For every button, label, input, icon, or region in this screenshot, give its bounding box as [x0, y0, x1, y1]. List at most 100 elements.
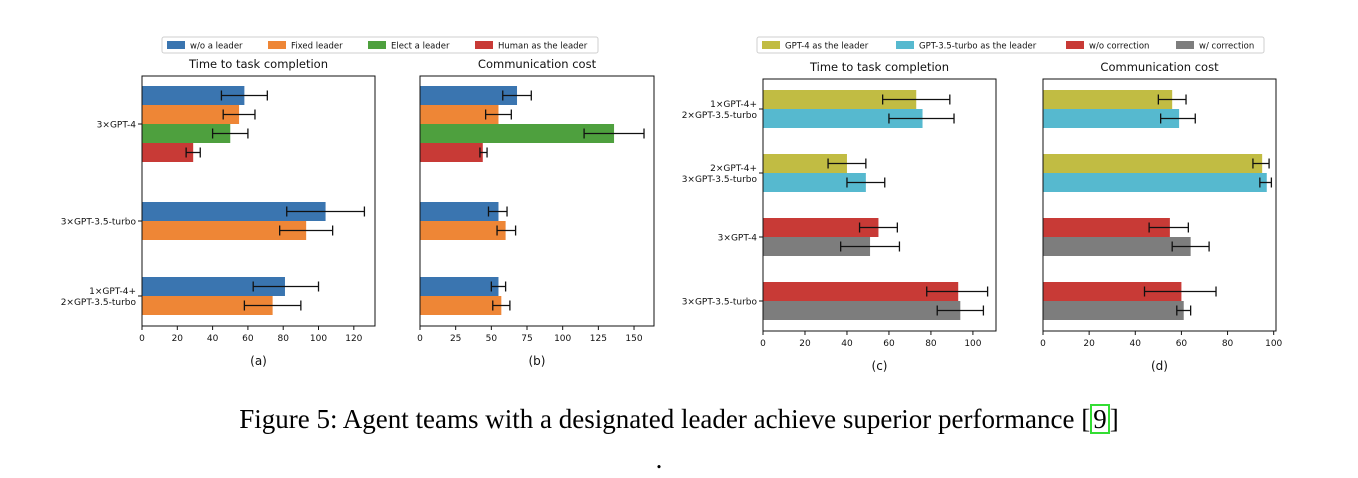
category-label-a-0-0: 3×GPT-4: [97, 121, 137, 131]
bar-c-3-0: [763, 282, 959, 301]
category-label-c-1-1: 3×GPT-3.5-turbo: [682, 175, 758, 185]
bar-b-1-1: [420, 221, 506, 240]
citation-link[interactable]: 9: [1090, 404, 1110, 434]
bar-d-2-1: [1043, 237, 1191, 256]
x-tick-label-b-0: 0: [417, 334, 423, 344]
bar-a-1-0: [142, 202, 326, 221]
x-tick-label-a-3: 60: [242, 334, 254, 344]
panel-d-sublabel: (d): [1151, 359, 1168, 373]
bar-b-0-2: [420, 124, 615, 143]
bar-b-2-0: [420, 277, 499, 296]
panel-d: Communication cost 0 20 40 60 80 100 (d): [1040, 60, 1282, 373]
bar-b-0-1: [420, 105, 499, 124]
bar-d-3-1: [1043, 301, 1184, 320]
panel-d-title: Communication cost: [1100, 60, 1219, 74]
legend-right-swatch-3: [1176, 41, 1194, 49]
x-tick-label-d-3: 60: [1176, 339, 1188, 349]
x-tick-label-c-0: 0: [760, 339, 766, 349]
legend-left-swatch-2: [368, 41, 386, 49]
figure-caption: Figure 5: Agent teams with a designated …: [0, 404, 1358, 435]
x-tick-label-d-0: 0: [1040, 339, 1046, 349]
x-tick-label-a-1: 20: [172, 334, 184, 344]
bar-d-1-0: [1043, 154, 1263, 173]
x-tick-label-a-0: 0: [139, 334, 145, 344]
x-tick-label-c-2: 40: [841, 339, 853, 349]
category-label-c-1-0: 2×GPT-4+: [710, 164, 757, 174]
bar-d-3-0: [1043, 282, 1182, 301]
caption-text: Figure 5: Agent teams with a designated …: [239, 404, 1091, 434]
category-label-c-3-0: 3×GPT-3.5-turbo: [682, 298, 758, 308]
x-tick-label-b-2: 50: [486, 334, 498, 344]
category-label-c-0-1: 2×GPT-3.5-turbo: [682, 111, 758, 121]
category-label-a-2-1: 2×GPT-3.5-turbo: [61, 298, 137, 308]
category-label-c-2-0: 3×GPT-4: [718, 234, 758, 244]
bar-a-0-2: [142, 124, 231, 143]
x-tick-label-b-4: 100: [554, 334, 571, 344]
category-label-a-2-0: 1×GPT-4+: [89, 287, 136, 297]
x-tick-label-c-3: 60: [883, 339, 895, 349]
legend-right-label-3: w/ correction: [1199, 42, 1254, 52]
bar-a-0-3: [142, 143, 194, 162]
legend-left-swatch-3: [475, 41, 493, 49]
figure-canvas: Time to task completion 3×GPT-4 3×GPT-3.5-…: [61, 36, 1283, 373]
bar-b-2-1: [420, 296, 502, 315]
x-tick-label-b-5: 125: [590, 334, 607, 344]
legend-right-label-0: GPT-4 as the leader: [785, 42, 869, 52]
legend-right-swatch-0: [762, 41, 780, 49]
bar-a-2-0: [142, 277, 285, 296]
x-tick-label-c-5: 100: [964, 339, 981, 349]
x-tick-label-b-3: 75: [521, 334, 532, 344]
bar-d-1-1: [1043, 173, 1267, 192]
caption-trailing-dot: .: [655, 444, 663, 474]
panel-d-frame: [1042, 78, 1277, 332]
x-tick-label-b-1: 25: [450, 334, 461, 344]
legend-left-swatch-1: [268, 41, 286, 49]
bar-d-0-1: [1043, 109, 1180, 128]
legend-left-label-1: Fixed leader: [291, 42, 343, 52]
x-tick-label-b-6: 150: [625, 334, 642, 344]
x-tick-label-d-4: 80: [1222, 339, 1234, 349]
legend-right-swatch-2: [1066, 41, 1084, 49]
x-tick-label-a-2: 40: [207, 334, 219, 344]
legend-right-frame: [756, 36, 1265, 54]
legend-left-swatch-0: [167, 41, 185, 49]
bar-c-2-1: [763, 237, 871, 256]
bar-c-3-1: [763, 301, 961, 320]
x-tick-label-d-1: 20: [1083, 339, 1095, 349]
bar-c-2-0: [763, 218, 879, 237]
panel-b: Communication cost 0 25 50 75 100 125 150 (b): [417, 57, 655, 368]
x-tick-label-c-1: 20: [799, 339, 811, 349]
legend-right-label-2: w/o correction: [1089, 42, 1149, 52]
bar-b-1-0: [420, 202, 499, 221]
bar-a-0-1: [142, 105, 240, 124]
x-tick-label-a-6: 120: [345, 334, 362, 344]
bar-a-0-0: [142, 86, 245, 105]
bar-d-0-0: [1043, 90, 1173, 109]
x-tick-label-a-5: 100: [310, 334, 327, 344]
legend-right: GPT-4 as the leader GPT-3.5-turbo as the …: [756, 36, 1265, 54]
x-tick-label-d-2: 40: [1130, 339, 1142, 349]
legend-right-swatch-1: [896, 41, 914, 49]
bar-a-1-1: [142, 221, 307, 240]
panel-c-title: Time to task completion: [809, 60, 949, 74]
legend-left-label-3: Human as the leader: [498, 42, 588, 52]
panel-b-frame: [419, 75, 655, 327]
bar-c-0-1: [763, 109, 923, 128]
panel-b-title: Communication cost: [478, 57, 597, 71]
legend-left: w/o a leader Fixed leader Elect a leader Hu…: [161, 36, 599, 54]
legend-left-label-2: Elect a leader: [391, 42, 450, 52]
caption-close: ]: [1109, 404, 1119, 434]
panel-a-frame: [141, 75, 376, 327]
bar-b-0-0: [420, 86, 518, 105]
panel-a-title: Time to task completion: [188, 57, 328, 71]
category-label-a-1-0: 3×GPT-3.5-turbo: [61, 218, 137, 228]
panel-a: Time to task completion 3×GPT-4 3×GPT-3.5-…: [61, 57, 376, 368]
bar-c-1-1: [763, 173, 866, 192]
bar-a-2-1: [142, 296, 273, 315]
x-tick-label-a-4: 80: [277, 334, 289, 344]
panel-c: Time to task completion 1×GPT-4+2×GPT-3.5…: [682, 60, 997, 373]
category-label-c-0-0: 1×GPT-4+: [710, 100, 757, 110]
x-tick-label-d-5: 100: [1265, 339, 1282, 349]
bar-d-2-0: [1043, 218, 1170, 237]
panel-a-sublabel: (a): [250, 354, 267, 368]
